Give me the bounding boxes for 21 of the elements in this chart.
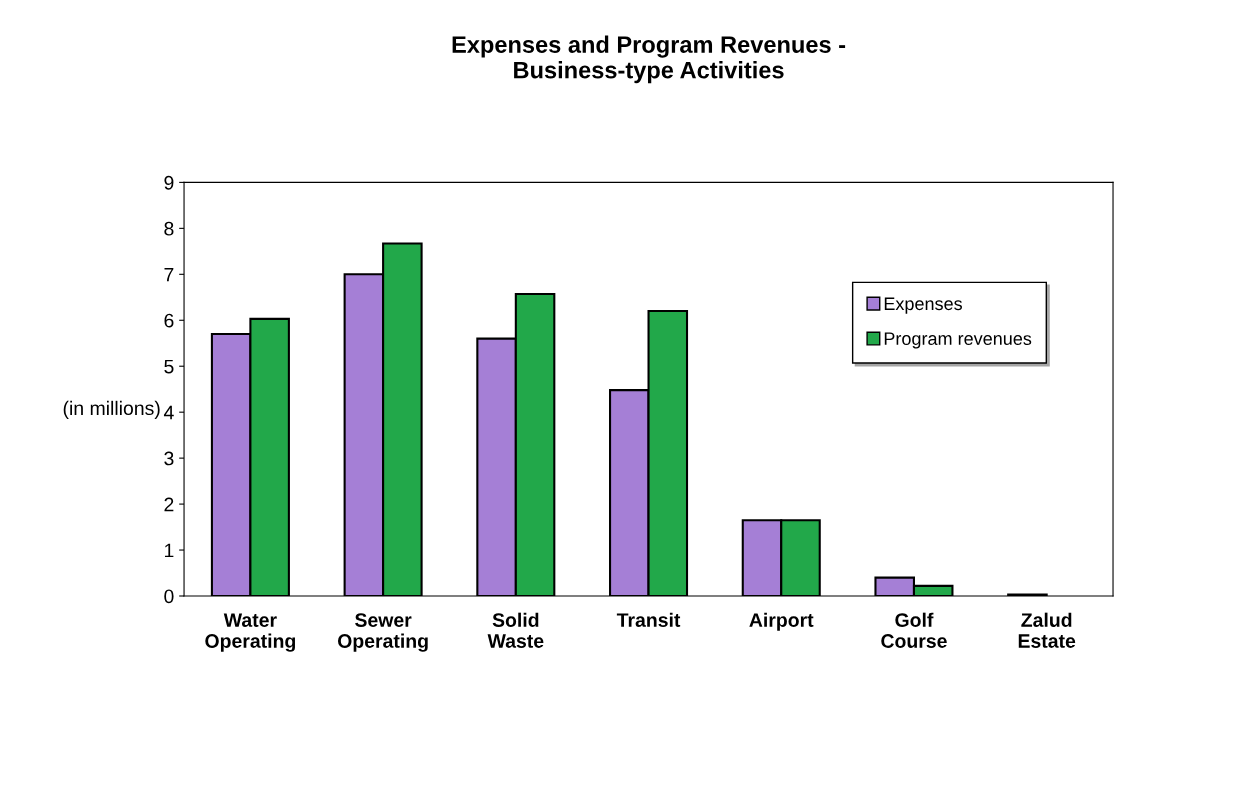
y-tick-label: 4 — [163, 405, 174, 420]
x-tick-label: Sewer Operating — [338, 613, 428, 652]
y-tick-label: 8 — [164, 221, 174, 236]
y-axis-title: (in millions) — [63, 400, 160, 419]
x-tick-label: Airport — [749, 612, 814, 631]
y-tick-label: 2 — [164, 497, 174, 512]
y-tick-label: 5 — [164, 359, 174, 374]
y-tick-label: 6 — [164, 313, 174, 328]
legend-label: Expenses — [884, 297, 962, 314]
y-tick-label: 0 — [164, 589, 174, 604]
y-tick-label: 7 — [164, 267, 174, 282]
x-tick-label: Golf Course — [881, 612, 947, 648]
y-tick-label: 1 — [164, 543, 174, 558]
x-tick-label: Zalud Estate — [1018, 612, 1076, 648]
y-tick-label: 9 — [164, 175, 174, 190]
x-tick-label: Solid Waste — [487, 612, 544, 648]
x-tick-label: Water Operating — [205, 613, 296, 652]
chart-title: Expenses and Program Revenues - Business-type Activities — [452, 35, 846, 84]
legend-label: Program revenues — [884, 332, 1032, 349]
y-tick-label: 3 — [164, 451, 174, 466]
x-tick-label: Transit — [616, 612, 681, 627]
